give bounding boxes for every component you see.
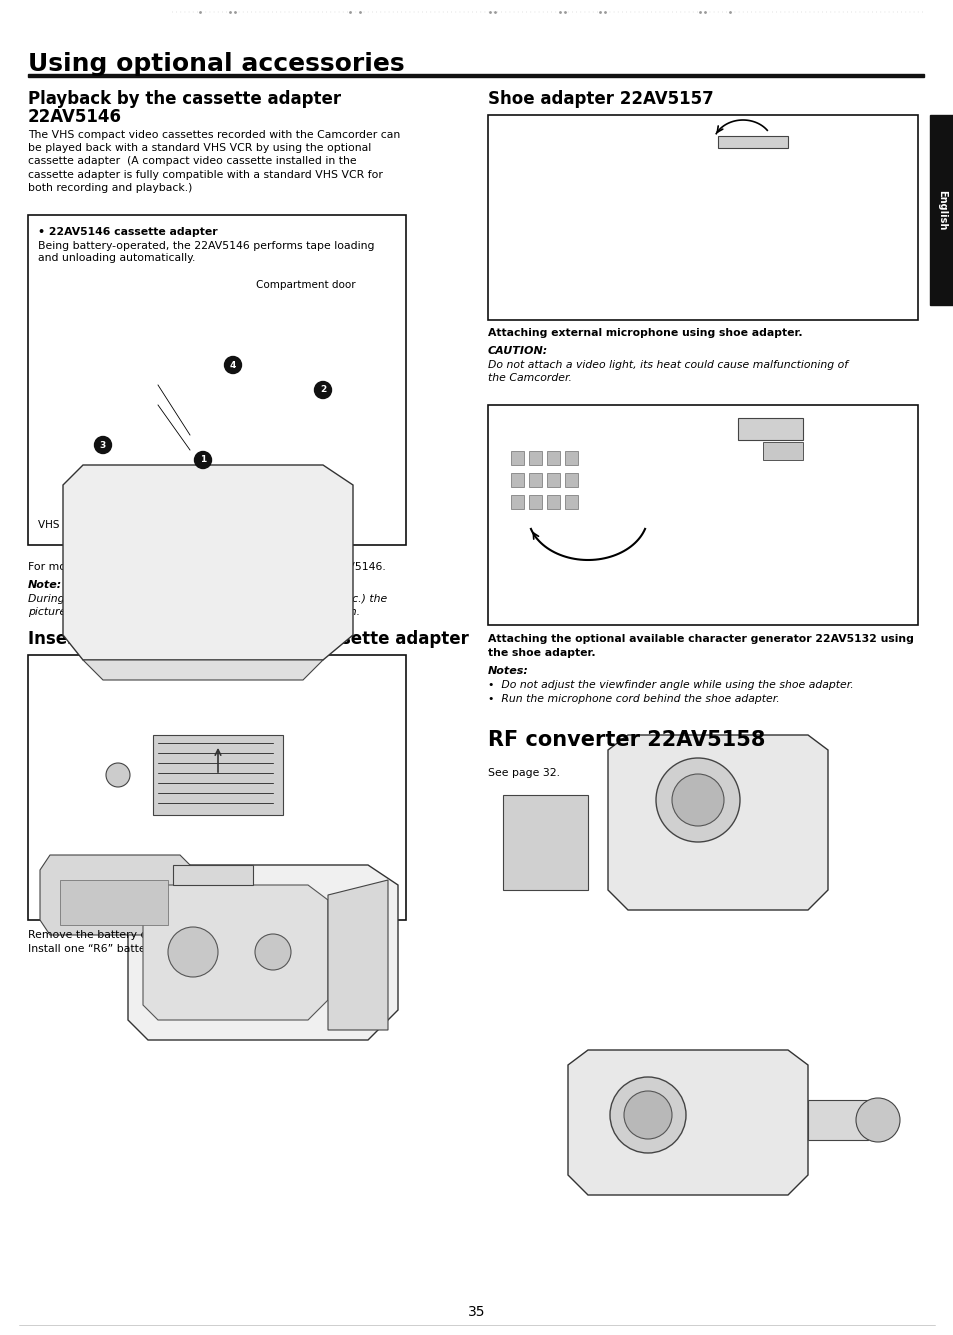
Text: CAUTION:: CAUTION: [488, 346, 548, 356]
Text: Using optional accessories: Using optional accessories [28, 52, 404, 76]
Bar [546, 495, 559, 509]
Bar [28, 73, 923, 77]
Polygon shape [128, 865, 397, 1040]
Polygon shape [63, 465, 353, 659]
Bar [488, 405, 917, 625]
Circle shape [671, 774, 723, 826]
Polygon shape [607, 736, 827, 910]
Text: The VHS compact video cassettes recorded with the Camcorder can
be played back w: The VHS compact video cassettes recorded… [28, 129, 400, 192]
Circle shape [623, 1091, 671, 1139]
Text: RF converter 22AV5158: RF converter 22AV5158 [488, 730, 764, 750]
Bar [738, 418, 802, 441]
Text: English: English [936, 190, 946, 230]
Text: Note:: Note: [28, 579, 62, 590]
Polygon shape [328, 880, 388, 1031]
Text: Playback by the cassette adapter: Playback by the cassette adapter [28, 89, 341, 108]
Circle shape [609, 1077, 685, 1153]
Bar [529, 495, 541, 509]
Bar [172, 865, 253, 885]
Text: Compartment door: Compartment door [255, 280, 355, 290]
Circle shape [224, 356, 241, 374]
Circle shape [656, 758, 740, 842]
Text: and unloading automatically.: and unloading automatically. [38, 254, 195, 263]
Bar [28, 655, 406, 920]
Text: Do not attach a video light, its heat could cause malfunctioning of
the Camcorde: Do not attach a video light, its heat co… [488, 360, 847, 383]
Polygon shape [567, 1051, 807, 1195]
Text: Attaching the optional available character generator 22AV5132 using: Attaching the optional available charact… [488, 634, 913, 643]
Text: Notes:: Notes: [488, 666, 528, 676]
Text: 22AV5146: 22AV5146 [28, 108, 122, 125]
Bar [529, 451, 541, 465]
Bar [28, 215, 406, 545]
Text: Remove the battery cover by sliding it up.: Remove the battery cover by sliding it u… [28, 930, 258, 940]
Circle shape [106, 764, 130, 788]
Circle shape [168, 926, 218, 977]
Text: 35: 35 [468, 1306, 485, 1319]
Bar [564, 495, 578, 509]
Bar [546, 451, 559, 465]
Text: Attaching external microphone using shoe adapter.: Attaching external microphone using shoe… [488, 328, 801, 338]
Bar [718, 136, 787, 148]
Bar [929, 115, 953, 304]
Text: Sliding latch: Sliding latch [175, 487, 240, 497]
Text: 1: 1 [200, 455, 206, 465]
Bar [546, 473, 559, 487]
Circle shape [194, 451, 212, 469]
Bar [511, 473, 523, 487]
Circle shape [94, 437, 112, 454]
Text: 2: 2 [319, 386, 326, 395]
Polygon shape [807, 1100, 867, 1140]
Polygon shape [143, 885, 328, 1020]
Bar [488, 115, 917, 320]
Text: •  Run the microphone cord behind the shoe adapter.: • Run the microphone cord behind the sho… [488, 694, 779, 704]
Text: For more details refer to the instruction manual of the 22AV5146.: For more details refer to the instructio… [28, 562, 385, 571]
Bar [564, 473, 578, 487]
Text: Being battery-operated, the 22AV5146 performs tape loading: Being battery-operated, the 22AV5146 per… [38, 242, 375, 251]
Bar [529, 473, 541, 487]
Text: During special-effects playback (slow motion, still frame, etc.) the
picture may: During special-effects playback (slow mo… [28, 594, 387, 617]
Bar [564, 451, 578, 465]
Bar [511, 495, 523, 509]
Text: the shoe adapter.: the shoe adapter. [488, 647, 595, 658]
Text: •  Do not adjust the viewfinder angle while using the shoe adapter.: • Do not adjust the viewfinder angle whi… [488, 680, 853, 690]
Text: See page 32.: See page 32. [488, 768, 559, 778]
Text: • 22AV5146 cassette adapter: • 22AV5146 cassette adapter [38, 227, 217, 238]
Bar [152, 736, 283, 814]
Circle shape [254, 934, 291, 971]
Text: Install one “R6” battery and reattach the cover.: Install one “R6” battery and reattach th… [28, 944, 287, 955]
Polygon shape [60, 880, 168, 925]
Text: 4: 4 [230, 360, 236, 370]
Polygon shape [83, 659, 323, 680]
Text: VHS compact cassette: VHS compact cassette [38, 521, 155, 530]
Text: Shoe adapter 22AV5157: Shoe adapter 22AV5157 [488, 89, 713, 108]
Text: 3: 3 [100, 441, 106, 450]
Bar [511, 451, 523, 465]
Text: Inserting the battery into the cassette adapter: Inserting the battery into the cassette … [28, 630, 468, 647]
Polygon shape [40, 854, 190, 934]
Circle shape [314, 382, 331, 399]
Circle shape [855, 1097, 899, 1141]
Bar [762, 442, 802, 461]
Polygon shape [502, 796, 587, 890]
